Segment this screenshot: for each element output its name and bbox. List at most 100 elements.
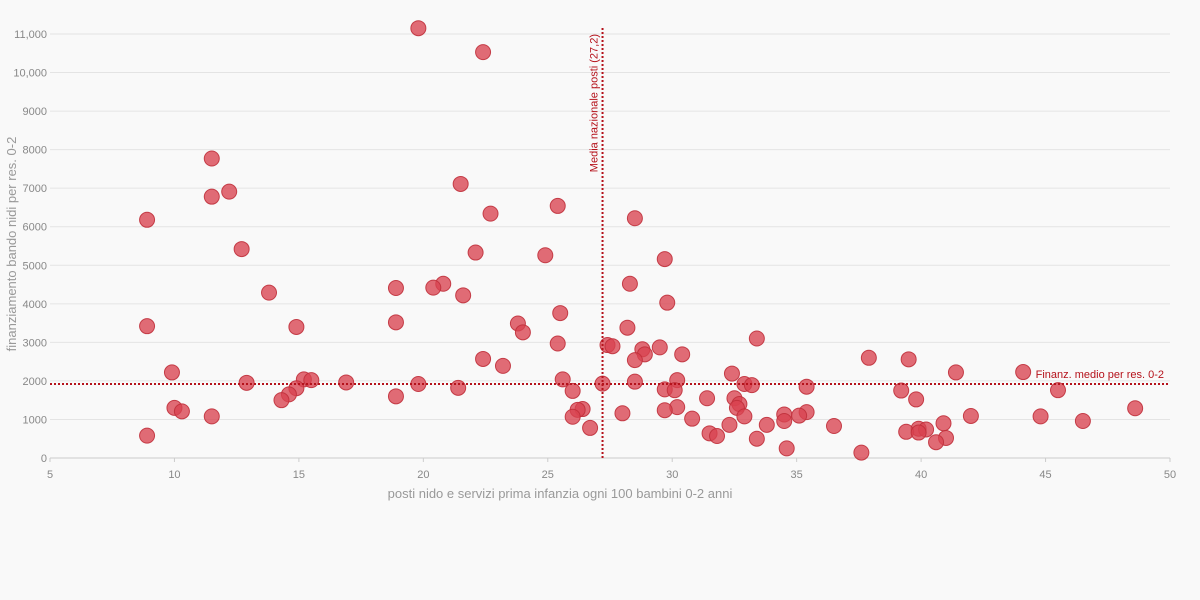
x-tick-label: 5 [47,469,53,481]
data-point [450,379,467,396]
x-tick-label: 35 [791,469,803,481]
data-point [900,351,917,368]
x-tick-label: 50 [1164,469,1176,481]
data-point [748,430,765,447]
data-point [699,390,716,407]
data-point [604,338,621,355]
y-tick-label: 9000 [23,106,47,118]
data-point [303,372,320,389]
data-point [552,305,569,322]
data-point [582,419,599,436]
x-tick-label: 15 [293,469,305,481]
data-point [778,440,795,457]
data-point [776,412,793,429]
data-point [791,407,808,424]
data-point [261,284,278,301]
data-point [139,318,156,335]
data-point [709,428,726,445]
y-tick-label: 1000 [23,414,47,426]
data-point [410,20,427,37]
data-point [233,241,250,258]
data-point [723,365,740,382]
data-point [467,244,484,261]
data-point [288,318,305,335]
data-point [853,444,870,461]
data-point [860,349,877,366]
data-point [614,405,631,422]
data-point [203,150,220,167]
data-point [494,357,511,374]
data-point [656,251,673,268]
national-average-label: Media nazionale posti (27,2) [589,34,601,172]
data-point [1050,382,1066,399]
data-point [173,403,190,420]
data-point [910,424,927,441]
data-point [651,339,668,356]
data-point [1015,364,1032,381]
y-tick-label: 2000 [23,376,47,388]
reference-lines [50,28,1170,458]
x-tick-label: 40 [915,469,927,481]
y-tick-label: 0 [41,453,47,465]
data-point [475,350,492,367]
data-point [221,183,238,200]
data-point [1127,400,1144,417]
data-point [455,287,472,304]
x-tick-label: 10 [168,469,180,481]
data-point [736,408,753,425]
x-tick-label: 30 [666,469,678,481]
x-tick-label: 25 [542,469,554,481]
data-point [452,175,469,192]
data-point [826,418,842,435]
data-point [475,44,492,61]
data-point [656,402,673,419]
data-points [139,20,1144,461]
data-point [621,275,638,292]
y-tick-label: 6000 [23,222,47,234]
data-point [273,392,290,409]
data-point [549,197,566,214]
data-point [425,279,442,296]
data-point [163,364,180,381]
data-point [238,374,255,391]
data-point [1032,408,1049,425]
x-axis-title: posti nido e servizi prima infanzia ogni… [388,486,733,501]
y-tick-label: 5000 [23,260,47,272]
data-point [387,388,404,405]
data-point [387,314,404,331]
x-axis-ticks: 5 10 15 20 25 30 35 40 45 50 [47,458,1176,481]
data-point [928,434,945,451]
data-point [139,211,156,228]
y-tick-label: 7000 [23,183,47,195]
y-tick-label: 4000 [23,299,47,311]
data-point [1074,412,1091,429]
data-point [743,377,760,394]
data-point [387,280,404,297]
data-point [962,407,979,424]
y-tick-label: 8000 [23,145,47,157]
gridlines [50,33,1170,420]
data-point [659,294,676,311]
y-axis-title: finanziamento bando nidi per res. 0-2 [4,137,19,352]
data-point [626,352,643,369]
data-point [626,373,643,390]
data-point [139,427,156,444]
data-point [549,335,566,352]
data-point [908,391,925,408]
data-point [626,210,643,227]
data-point [564,408,581,425]
data-point [893,382,910,399]
x-tick-label: 20 [417,469,429,481]
data-point [721,416,738,433]
y-axis-ticks: 0 1000 2000 3000 4000 5000 6000 7000 8000 9000 10,… [13,29,47,465]
data-point [338,374,355,391]
data-point [482,205,499,222]
data-point [203,188,220,205]
data-point [514,324,531,341]
data-point [798,378,815,395]
average-funding-label: Finanz. medio per res. 0-2 [1036,369,1164,381]
data-point [947,364,964,381]
data-point [203,408,220,425]
data-point [684,410,701,427]
